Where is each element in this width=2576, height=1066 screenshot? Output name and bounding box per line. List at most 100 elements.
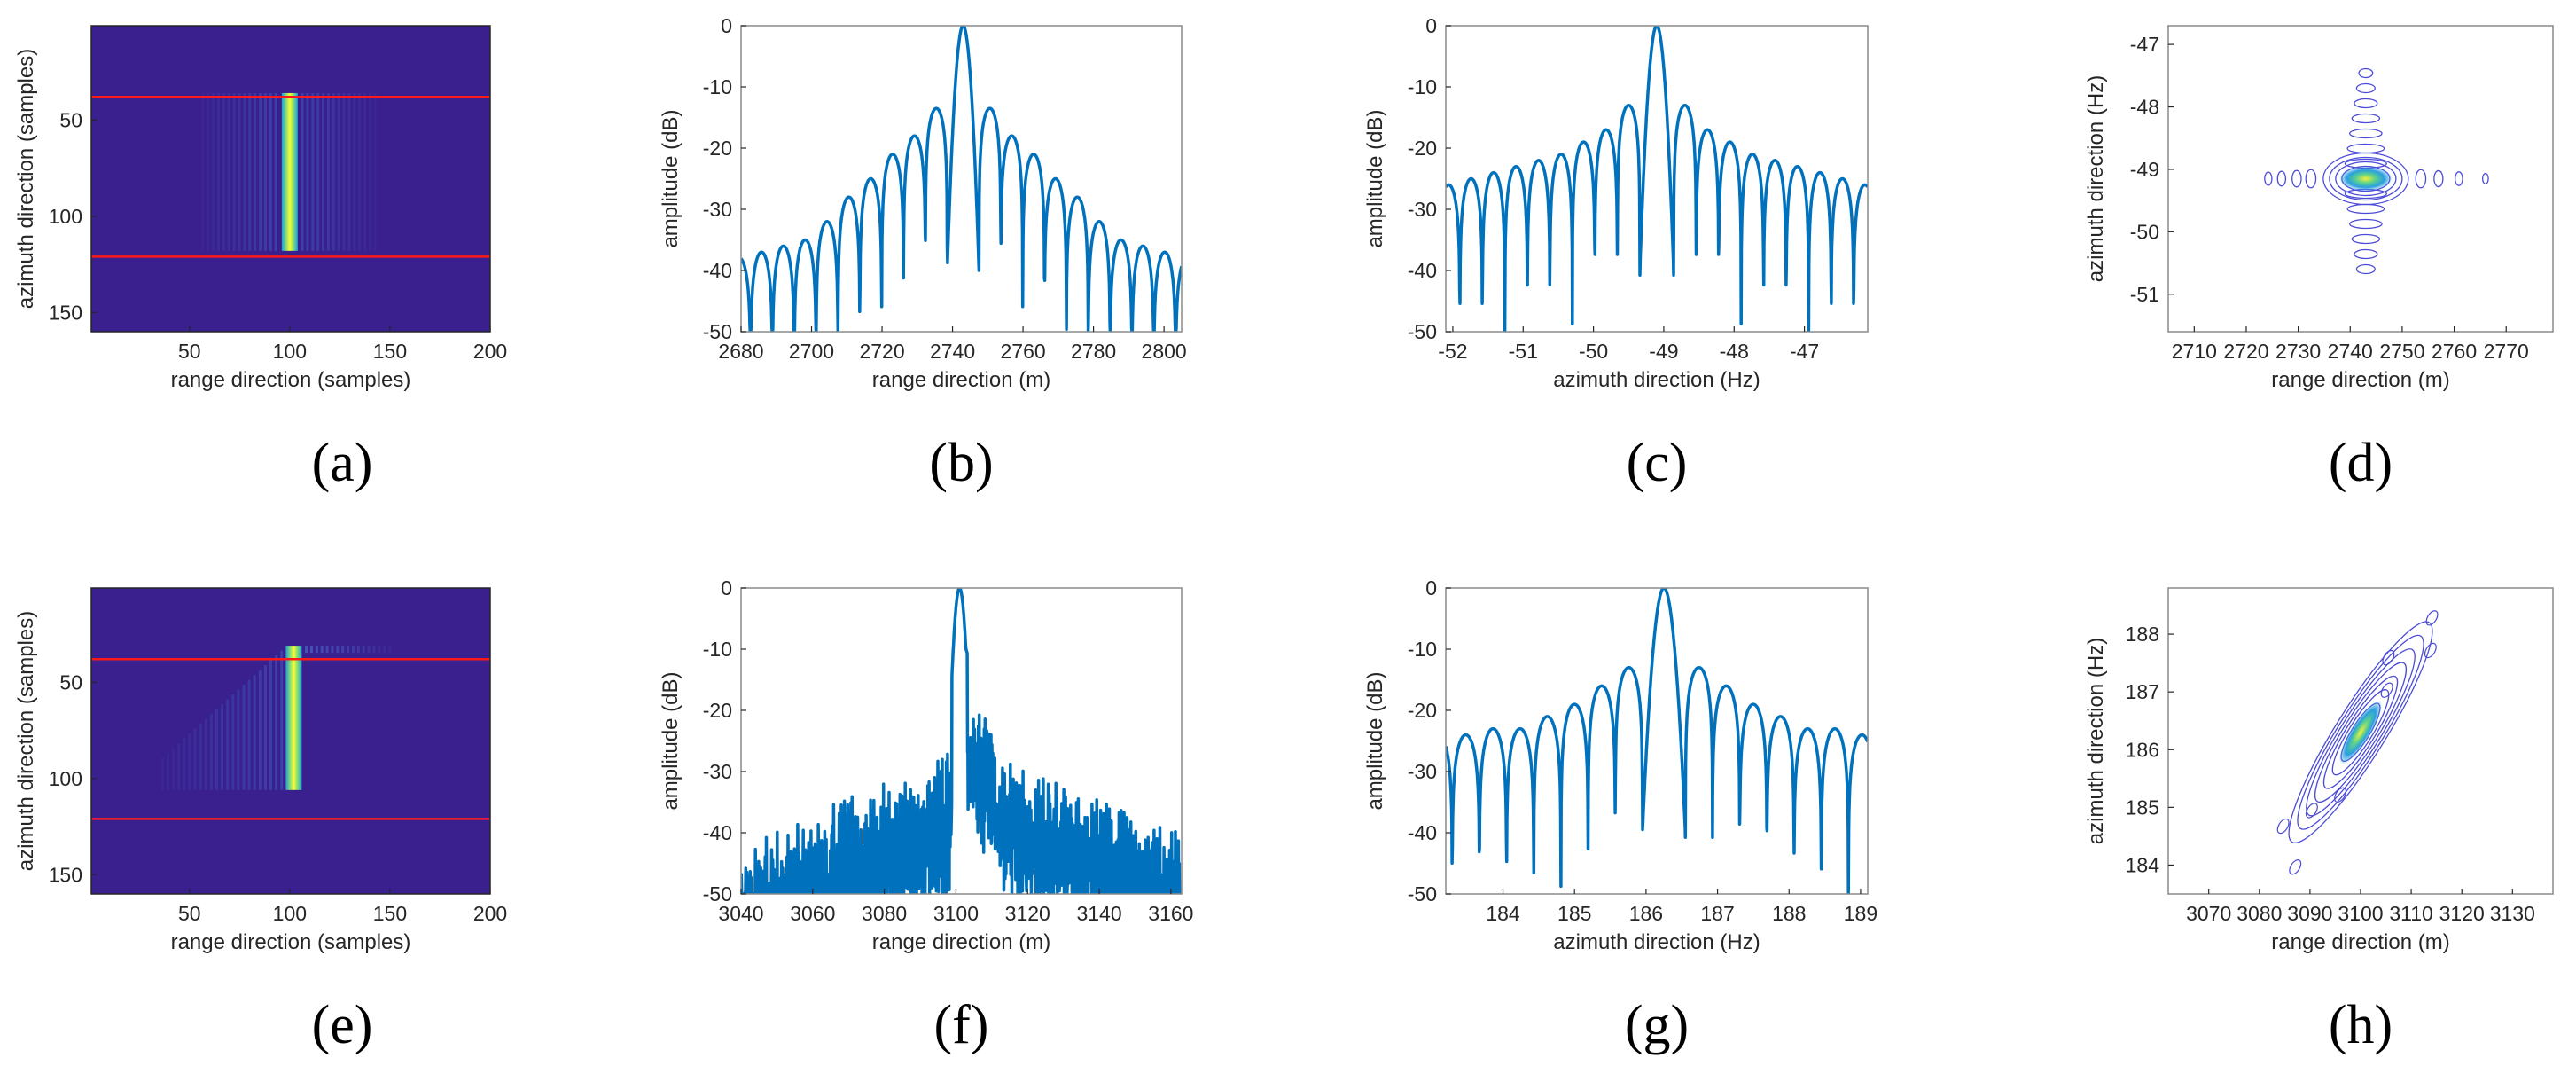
contour-blob — [2380, 682, 2393, 698]
series-line — [741, 588, 1182, 894]
smear-stripe — [215, 709, 218, 790]
x-axis-label: range direction (samples) — [171, 368, 411, 392]
contour-lobe — [2291, 169, 2302, 188]
contour-peak — [2338, 166, 2393, 192]
y-axis-label: amplitude (dB) — [1363, 109, 1387, 247]
sidelobe-stripe — [358, 92, 362, 251]
x-tick-label: 184 — [1486, 902, 1520, 925]
x-tick-label: 2750 — [2379, 340, 2424, 363]
sidelobe-stripe — [201, 92, 205, 251]
contour-lobe — [2264, 171, 2273, 186]
x-tick-label: 2780 — [1071, 340, 1116, 363]
x-axis-label: azimuth direction (Hz) — [1553, 930, 1760, 954]
x-tick-label: -50 — [1579, 340, 1608, 363]
smear-stripe — [167, 753, 170, 790]
sidelobe-stripe — [259, 92, 262, 251]
contour-peak — [2338, 700, 2383, 764]
contour-blob — [2276, 818, 2290, 835]
sidelobe-stripe — [342, 92, 346, 251]
smear-stripe — [275, 655, 278, 790]
smear-stripe — [341, 646, 345, 654]
plot-area — [1446, 588, 1868, 894]
contour-lobe — [2354, 248, 2378, 260]
panel-caption: (a) — [312, 433, 373, 493]
smear-stripe — [372, 646, 376, 654]
axes-box — [2167, 25, 2554, 333]
sidelobe-stripe — [222, 92, 225, 251]
contour-lobe — [2355, 82, 2376, 94]
x-tick-label: 50 — [178, 902, 201, 925]
x-tick-label: 3080 — [2236, 902, 2282, 925]
smear-stripe — [183, 738, 186, 790]
y-tick-label: -10 — [1408, 75, 1437, 98]
y-tick-label: -30 — [1408, 198, 1437, 221]
sidelobe-stripe — [301, 92, 304, 251]
smear-stripe — [263, 665, 267, 790]
y-tick-label: -20 — [1408, 137, 1437, 160]
x-tick-label: 185 — [1557, 902, 1591, 925]
smear-stripe — [221, 704, 224, 790]
x-tick-label: -48 — [1720, 340, 1749, 363]
y-tick-label: 185 — [2126, 796, 2159, 819]
contour-blob — [2425, 610, 2439, 626]
x-tick-label: 3100 — [2338, 902, 2383, 925]
y-tick-label: 100 — [49, 767, 82, 790]
target-response — [281, 92, 298, 251]
smear-stripe — [315, 646, 318, 654]
smear-stripe — [325, 646, 329, 654]
x-tick-label: 3090 — [2287, 902, 2332, 925]
x-tick-label: -52 — [1438, 340, 1467, 363]
panel-caption: (b) — [929, 433, 993, 493]
axes-box — [90, 25, 491, 333]
sidelobe-stripe — [373, 92, 377, 251]
y-tick-label: -49 — [2130, 158, 2159, 181]
contour-ring — [2306, 648, 2416, 817]
x-tick-label: 3080 — [862, 902, 907, 925]
x-tick-label: 50 — [178, 340, 201, 363]
y-tick-label: -20 — [703, 699, 732, 722]
contour-blob — [2382, 649, 2395, 666]
x-tick-label: 3120 — [2439, 902, 2485, 925]
y-tick-label: -50 — [2130, 220, 2159, 243]
axes-box — [90, 587, 491, 895]
target-response — [285, 646, 302, 790]
sidelobe-stripe — [263, 92, 267, 251]
x-tick-label: 3070 — [2186, 902, 2231, 925]
y-tick-label: 186 — [2126, 738, 2159, 761]
x-tick-label: 186 — [1629, 902, 1663, 925]
series-line — [1446, 26, 1868, 332]
smear-stripe — [237, 689, 240, 790]
panel-e: 50 100 150 200 50 100 150 range direction (samp… — [14, 587, 507, 1055]
plot-area — [2264, 67, 2489, 275]
smear-stripe — [331, 646, 334, 654]
sidelobe-stripe — [238, 92, 241, 251]
y-tick-label: -40 — [1408, 259, 1437, 282]
contour-ring — [2331, 689, 2390, 776]
contour-lobe — [2349, 128, 2383, 139]
smear-stripe — [320, 646, 324, 654]
y-tick-label: -30 — [1408, 760, 1437, 783]
contour-lobe — [2355, 263, 2376, 275]
y-tick-label: -47 — [2130, 33, 2159, 56]
x-tick-label: 2680 — [718, 340, 763, 363]
y-tick-label: -40 — [703, 259, 732, 282]
sidelobe-stripe — [322, 92, 325, 251]
sidelobe-stripe — [269, 92, 272, 251]
smear-stripe — [188, 733, 191, 790]
x-tick-label: 3100 — [933, 902, 979, 925]
sidelobe-stripe — [227, 92, 230, 251]
contour-ring — [2335, 161, 2397, 197]
y-tick-label: 0 — [721, 14, 732, 37]
y-tick-label: 150 — [49, 301, 82, 324]
panel-a: 50 100 150 200 50 100 150 range direction (samp… — [14, 25, 507, 493]
contour-lobe — [2481, 172, 2489, 185]
smear-stripe — [305, 646, 308, 654]
y-tick-label: 0 — [1425, 576, 1437, 600]
contour-ring — [2314, 662, 2407, 803]
contour-lobe — [2346, 143, 2385, 154]
panel-caption: (c) — [1627, 433, 1688, 493]
y-tick-label: 150 — [49, 863, 82, 886]
contour-group — [2276, 610, 2439, 875]
x-tick-label: 2700 — [789, 340, 834, 363]
smear-stripe — [280, 650, 284, 790]
